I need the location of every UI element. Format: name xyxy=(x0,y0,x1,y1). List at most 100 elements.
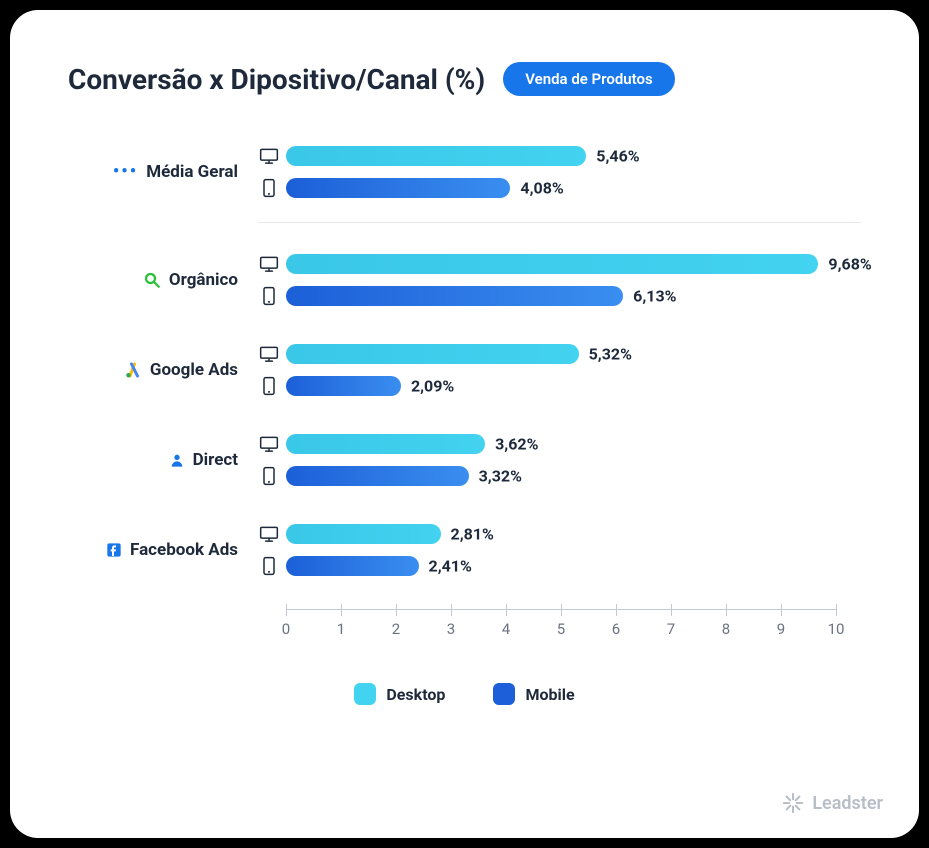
tick xyxy=(836,604,837,616)
value-mobile-google-ads: 2,09% xyxy=(411,377,454,396)
value-mobile-direct: 3,32% xyxy=(479,467,522,486)
row-facebook-ads: Facebook Ads2,81%2,41% xyxy=(258,505,861,595)
tick xyxy=(781,604,782,616)
tick-label: 3 xyxy=(447,620,455,638)
chart-card: Conversão x Dipositivo/Canal (%) Venda d… xyxy=(10,10,919,838)
value-desktop-organico: 9,68% xyxy=(828,255,871,274)
row-label-organico: Orgânico xyxy=(68,270,238,290)
tick xyxy=(506,604,507,616)
tick-label: 10 xyxy=(828,620,845,638)
desktop-device-icon xyxy=(258,525,280,543)
desktop-device-icon xyxy=(258,435,280,453)
tick-label: 4 xyxy=(502,620,510,638)
dots-icon: ••• xyxy=(113,163,138,181)
mobile-device-icon xyxy=(258,178,280,198)
tick-label: 6 xyxy=(612,620,620,638)
bar-desktop-direct: 3,62% xyxy=(258,430,861,458)
mobile-device-icon xyxy=(258,376,280,396)
bar-mobile-google-ads: 2,09% xyxy=(258,372,861,400)
filter-badge[interactable]: Venda de Produtos xyxy=(503,62,675,96)
row-direct: Direct3,62%3,32% xyxy=(258,415,861,505)
value-mobile-media-geral: 4,08% xyxy=(520,179,563,198)
value-mobile-facebook-ads: 2,41% xyxy=(429,557,472,576)
value-desktop-facebook-ads: 2,81% xyxy=(451,525,494,544)
tick xyxy=(561,604,562,616)
tick xyxy=(616,604,617,616)
tick-label: 7 xyxy=(667,620,675,638)
swatch-desktop xyxy=(354,683,376,705)
legend-mobile: Mobile xyxy=(493,683,574,705)
bar-mobile-facebook-ads: 2,41% xyxy=(258,552,861,580)
monitor-icon xyxy=(259,525,279,543)
row-label-text: Orgânico xyxy=(169,270,238,290)
chart-area: ••• Média Geral 5,46% 4,08% Orgânico 9,68% 6,1… xyxy=(68,130,861,643)
section-divider xyxy=(258,222,861,223)
tick xyxy=(341,604,342,616)
desktop-device-icon xyxy=(258,147,280,165)
tick-label: 9 xyxy=(777,620,785,638)
leadster-icon xyxy=(782,792,804,814)
mobile-device-icon xyxy=(258,466,280,486)
row-label-text: Direct xyxy=(193,450,238,470)
tick xyxy=(726,604,727,616)
google-ads-icon xyxy=(124,361,142,379)
tick xyxy=(451,604,452,616)
legend-desktop-label: Desktop xyxy=(386,685,445,704)
mobile-device-icon xyxy=(258,556,280,576)
bars-google-ads: 5,32% 2,09% xyxy=(258,325,861,415)
legend-desktop: Desktop xyxy=(354,683,445,705)
bar-mobile-organico: 6,13% xyxy=(258,282,861,310)
tick xyxy=(286,604,287,616)
row-label-google-ads: Google Ads xyxy=(68,360,238,380)
tick-label: 2 xyxy=(392,620,400,638)
phone-icon xyxy=(262,178,276,198)
monitor-icon xyxy=(259,345,279,363)
chart-title: Conversão x Dipositivo/Canal (%) xyxy=(68,63,485,96)
bar-desktop-facebook-ads: 2,81% xyxy=(258,520,861,548)
tick xyxy=(671,604,672,616)
bars-organico: 9,68% 6,13% xyxy=(258,235,861,325)
phone-icon xyxy=(262,286,276,306)
mobile-device-icon xyxy=(258,286,280,306)
x-axis: 012345678910 xyxy=(286,609,836,643)
bar-desktop-organico: 9,68% xyxy=(258,250,861,278)
brand-logo: Leadster xyxy=(782,792,883,814)
bar-mobile-media-geral: 4,08% xyxy=(258,174,861,202)
phone-icon xyxy=(262,376,276,396)
phone-icon xyxy=(262,556,276,576)
row-label-direct: Direct xyxy=(68,450,238,470)
row-label-text: Média Geral xyxy=(146,162,238,182)
bars-direct: 3,62% 3,32% xyxy=(258,415,861,505)
facebook-icon xyxy=(106,542,122,558)
value-mobile-organico: 6,13% xyxy=(633,287,676,306)
tick-label: 8 xyxy=(722,620,730,638)
row-media-geral: •••Média Geral5,46%4,08% xyxy=(258,130,861,214)
legend-mobile-label: Mobile xyxy=(525,685,574,704)
value-desktop-direct: 3,62% xyxy=(495,435,538,454)
desktop-device-icon xyxy=(258,345,280,363)
bars-facebook-ads: 2,81% 2,41% xyxy=(258,505,861,595)
value-desktop-media-geral: 5,46% xyxy=(596,147,639,166)
tick-label: 5 xyxy=(557,620,565,638)
row-google-ads: Google Ads5,32%2,09% xyxy=(258,325,861,415)
row-label-facebook-ads: Facebook Ads xyxy=(68,540,238,560)
bar-desktop-google-ads: 5,32% xyxy=(258,340,861,368)
tick-label: 0 xyxy=(282,620,290,638)
swatch-mobile xyxy=(493,683,515,705)
desktop-device-icon xyxy=(258,255,280,273)
row-label-media-geral: ••• Média Geral xyxy=(68,162,238,182)
legend: Desktop Mobile xyxy=(68,683,861,705)
row-organico: Orgânico9,68%6,13% xyxy=(258,235,861,325)
monitor-icon xyxy=(259,435,279,453)
bars-media-geral: 5,46% 4,08% xyxy=(258,130,861,214)
bar-mobile-direct: 3,32% xyxy=(258,462,861,490)
phone-icon xyxy=(262,466,276,486)
monitor-icon xyxy=(259,147,279,165)
search-icon xyxy=(143,271,161,289)
tick-label: 1 xyxy=(337,620,345,638)
monitor-icon xyxy=(259,255,279,273)
person-icon xyxy=(169,452,185,468)
row-label-text: Facebook Ads xyxy=(130,540,238,560)
chart-header: Conversão x Dipositivo/Canal (%) Venda d… xyxy=(68,62,861,96)
row-label-text: Google Ads xyxy=(150,360,238,380)
